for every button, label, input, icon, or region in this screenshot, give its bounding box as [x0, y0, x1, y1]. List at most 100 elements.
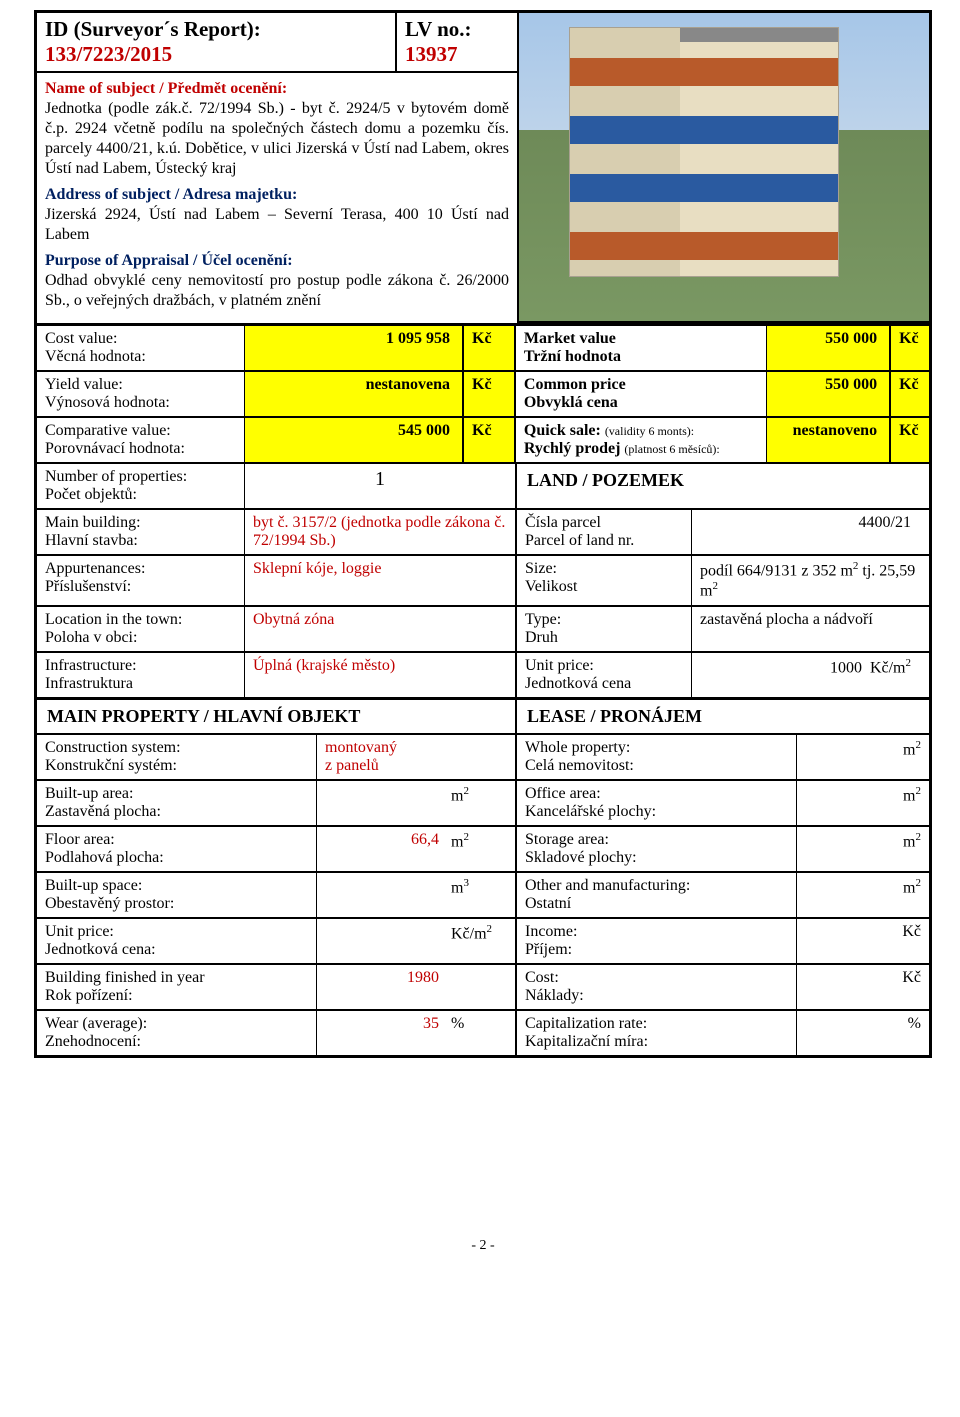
- top-section: ID (Surveyor´s Report): 133/7223/2015 LV…: [37, 13, 929, 323]
- infra-unitprice-row: Infrastructure:Infrastruktura Úplná (kra…: [37, 651, 929, 697]
- quick-label: Quick sale: (validity 6 monts): Rychlý p…: [516, 418, 767, 462]
- yield-unit: Kč: [464, 372, 516, 416]
- year-unit: [447, 965, 517, 1009]
- lease-cost-value: [797, 965, 877, 1009]
- yield-value: nestanovena: [245, 372, 465, 416]
- common-value: 550 000: [767, 372, 891, 416]
- main-parcel-row: Main building:Hlavní stavba: byt č. 3157…: [37, 508, 929, 554]
- floor-label: Floor area:Podlahová plocha:: [37, 827, 317, 871]
- yield-label: Yield value: Výnosová hodnota:: [37, 372, 245, 416]
- space-other-row: Built-up space:Obestavěný prostor: m3 Ot…: [37, 871, 929, 917]
- cost-value: 1 095 958: [245, 326, 465, 370]
- main-building-label: Main building:Hlavní stavba:: [37, 510, 245, 554]
- whole-value: [797, 735, 877, 779]
- appurt-value: Sklepní kóje, loggie: [245, 556, 517, 605]
- lv-box: LV no.: 13937: [397, 13, 517, 71]
- cap-value: [797, 1011, 877, 1055]
- lease-cost-label: Cost:Náklady:: [517, 965, 797, 1009]
- name-label: Name of subject / Předmět ocenění:: [45, 80, 287, 97]
- num-land-row: Number of properties: Počet objektů: 1 L…: [37, 462, 929, 508]
- floor-storage-row: Floor area:Podlahová plocha: 66,4 m2 Sto…: [37, 825, 929, 871]
- storage-unit: m2: [877, 827, 929, 871]
- comparative-quick-row: Comparative value: Porovnávací hodnota: …: [37, 416, 929, 462]
- construction-whole-row: Construction system:Konstrukční systém: …: [37, 733, 929, 779]
- id-box: ID (Surveyor´s Report): 133/7223/2015: [37, 13, 397, 71]
- floor-value: 66,4: [317, 827, 447, 871]
- land-unitprice-label: Unit price:Jednotková cena: [517, 653, 692, 697]
- lease-heading: LEASE / PRONÁJEM: [517, 700, 929, 733]
- market-unit: Kč: [891, 326, 929, 370]
- office-value: [797, 781, 877, 825]
- construction-label: Construction system:Konstrukční systém:: [37, 735, 317, 779]
- year-value: 1980: [317, 965, 447, 1009]
- num-label: Number of properties: Počet objektů:: [37, 464, 245, 508]
- wear-label: Wear (average):Znehodnocení:: [37, 1011, 317, 1055]
- storage-label: Storage area:Skladové plochy:: [517, 827, 797, 871]
- year-cost-row: Building finished in yearRok pořízení: 1…: [37, 963, 929, 1009]
- income-label: Income:Příjem:: [517, 919, 797, 963]
- page: ID (Surveyor´s Report): 133/7223/2015 LV…: [0, 0, 960, 1417]
- mp-unitprice-unit: Kč/m2: [447, 919, 517, 963]
- type-label: Type:Druh: [517, 607, 692, 651]
- common-label: Common price Obvyklá cena: [516, 372, 767, 416]
- builtup-unit: m2: [447, 781, 517, 825]
- building-illustration: [569, 27, 839, 277]
- purpose-value: Odhad obvyklé ceny nemovitostí pro postu…: [45, 272, 509, 309]
- other-unit: m2: [877, 873, 929, 917]
- purpose-label: Purpose of Appraisal / Účel ocenění:: [45, 252, 293, 269]
- whole-label: Whole property:Celá nemovitost:: [517, 735, 797, 779]
- other-value: [797, 873, 877, 917]
- wear-value: 35: [317, 1011, 447, 1055]
- construction-value: montovanýz panelů: [317, 735, 517, 779]
- space-label: Built-up space:Obestavěný prostor:: [37, 873, 317, 917]
- land-heading: LAND / POZEMEK: [517, 464, 929, 508]
- size-value: podíl 664/9131 z 352 m2 tj. 25,59 m2: [692, 556, 929, 605]
- mp-unitprice-label: Unit price:Jednotková cena:: [37, 919, 317, 963]
- land-unitprice-value: 1000 Kč/m2: [692, 653, 929, 697]
- builtup-office-row: Built-up area:Zastavěná plocha: m2 Offic…: [37, 779, 929, 825]
- cost-market-row: Cost value: Věcná hodnota: 1 095 958 Kč …: [37, 323, 929, 370]
- num-value: 1: [245, 464, 517, 508]
- other-label: Other and manufacturing:Ostatní: [517, 873, 797, 917]
- header-text-block: Name of subject / Předmět ocenění: Jedno…: [37, 73, 517, 323]
- cap-unit: %: [877, 1011, 929, 1055]
- outer-frame: ID (Surveyor´s Report): 133/7223/2015 LV…: [34, 10, 932, 1058]
- photo-placeholder: [517, 13, 929, 323]
- office-unit: m2: [877, 781, 929, 825]
- space-value: [317, 873, 447, 917]
- infra-value: Úplná (krajské město): [245, 653, 517, 697]
- cap-label: Capitalization rate:Kapitalizační míra:: [517, 1011, 797, 1055]
- unitprice-income-row: Unit price:Jednotková cena: Kč/m2 Income…: [37, 917, 929, 963]
- wear-cap-row: Wear (average):Znehodnocení: 35 % Capita…: [37, 1009, 929, 1055]
- location-label: Location in the town:Poloha v obci:: [37, 607, 245, 651]
- appurt-label: Appurtenances:Příslušenství:: [37, 556, 245, 605]
- cost-label: Cost value: Věcná hodnota:: [37, 326, 245, 370]
- address-row: Address of subject / Adresa majetku: Jiz…: [45, 185, 509, 245]
- common-unit: Kč: [891, 372, 929, 416]
- market-label: Market value Tržní hodnota: [516, 326, 767, 370]
- year-label: Building finished in yearRok pořízení:: [37, 965, 317, 1009]
- address-value: Jizerská 2924, Ústí nad Labem – Severní …: [45, 206, 509, 243]
- storage-value: [797, 827, 877, 871]
- page-number: - 2 -: [34, 1238, 932, 1254]
- whole-unit: m2: [877, 735, 929, 779]
- space-unit: m3: [447, 873, 517, 917]
- main-property-heading: MAIN PROPERTY / HLAVNÍ OBJEKT: [37, 700, 517, 733]
- wear-unit: %: [447, 1011, 517, 1055]
- infra-label: Infrastructure:Infrastruktura: [37, 653, 245, 697]
- office-label: Office area:Kancelářské plochy:: [517, 781, 797, 825]
- main-building-value: byt č. 3157/2 (jednotka podle zákona č. …: [245, 510, 517, 554]
- appurt-size-row: Appurtenances:Příslušenství: Sklepní kój…: [37, 554, 929, 605]
- parcel-label: Čísla parcelParcel of land nr.: [517, 510, 692, 554]
- address-label: Address of subject / Adresa majetku:: [45, 186, 297, 203]
- name-row: Name of subject / Předmět ocenění: Jedno…: [45, 79, 509, 179]
- main-lease-heading-row: MAIN PROPERTY / HLAVNÍ OBJEKT LEASE / PR…: [37, 697, 929, 733]
- id-label: ID (Surveyor´s Report):: [45, 17, 261, 41]
- parcel-value: 4400/21: [692, 510, 929, 554]
- lv-label: LV no.:: [405, 17, 472, 41]
- name-value: Jednotka (podle zák.č. 72/1994 Sb.) - by…: [45, 100, 509, 177]
- mp-unitprice-value: [317, 919, 447, 963]
- lv-value: 13937: [405, 42, 458, 66]
- top-left-column: ID (Surveyor´s Report): 133/7223/2015 LV…: [37, 13, 517, 323]
- id-value: 133/7223/2015: [45, 42, 172, 66]
